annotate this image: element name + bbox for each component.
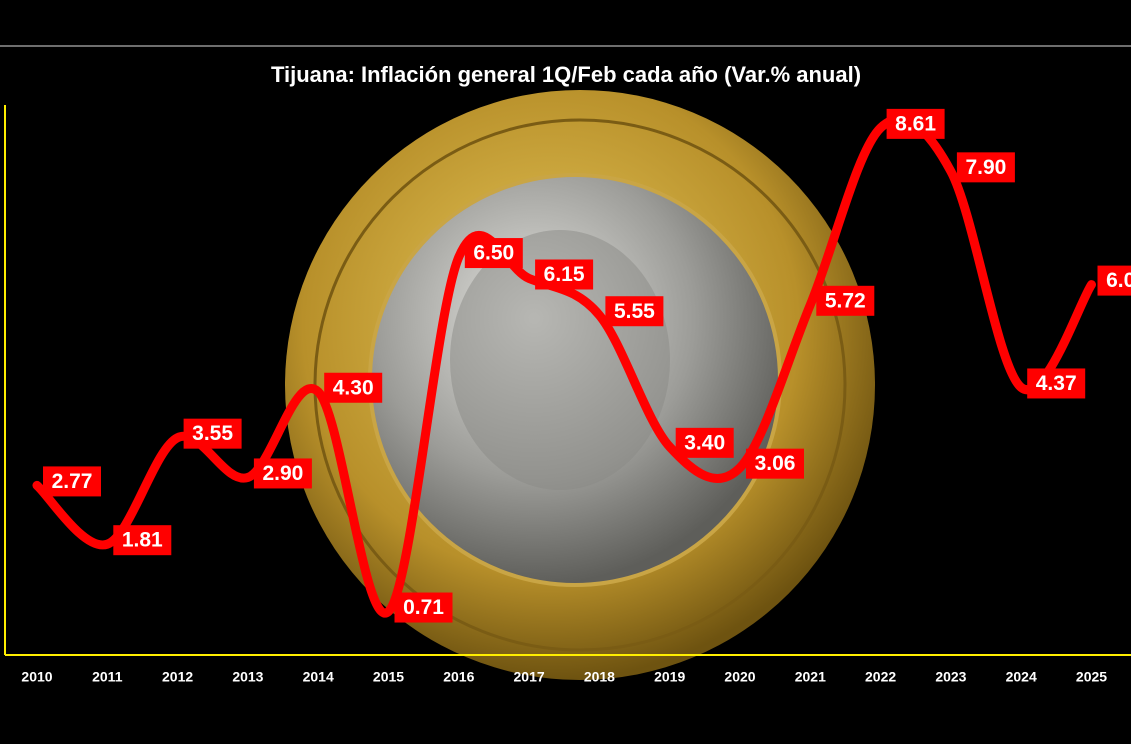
data-label: 5.72: [816, 285, 875, 316]
data-label-box: [816, 285, 875, 316]
x-tick-label: 2013: [232, 669, 263, 685]
data-label-text: 5.55: [614, 300, 655, 323]
x-tick-label: 2024: [1006, 669, 1037, 685]
data-label-box: [113, 525, 172, 556]
data-label-box: [324, 372, 383, 403]
data-label-text: 4.30: [333, 376, 374, 399]
data-label-box: [746, 448, 804, 479]
data-label-box: [605, 296, 664, 327]
coin-illustration: [285, 90, 875, 680]
data-label: 5.55: [605, 296, 664, 327]
data-label-box: [886, 108, 945, 139]
data-label-text: 4.37: [1036, 372, 1077, 395]
data-label: 0.71: [394, 592, 453, 623]
x-tick-label: 2012: [162, 669, 193, 685]
data-label-text: 3.06: [755, 452, 796, 475]
x-tick-label: 2010: [21, 669, 52, 685]
x-tick-label: 2020: [724, 669, 755, 685]
data-label-text: 0.71: [403, 596, 444, 619]
data-label-text: 2.77: [52, 470, 93, 493]
data-label-box: [394, 592, 453, 623]
x-tick-label: 2019: [654, 669, 685, 685]
data-label-text: 2.90: [262, 462, 303, 485]
data-label-text: 8.61: [895, 112, 936, 135]
x-tick-label: 2014: [303, 669, 334, 685]
x-tick-label: 2021: [795, 669, 826, 685]
data-label: 7.90: [956, 152, 1015, 183]
data-label: 2.90: [253, 458, 312, 489]
data-label-text: 3.55: [192, 422, 233, 445]
data-label-text: 6.50: [473, 242, 514, 265]
x-tick-label: 2017: [514, 669, 545, 685]
x-tick-label: 2023: [935, 669, 966, 685]
data-label: 6.05: [1097, 265, 1131, 296]
data-label: 6.15: [535, 259, 594, 290]
data-label: 4.37: [1027, 368, 1086, 399]
x-tick-label: 2025: [1076, 669, 1107, 685]
x-tick-label: 2022: [865, 669, 896, 685]
x-tick-label: 2016: [443, 669, 474, 685]
data-label-text: 7.90: [965, 156, 1006, 179]
data-label: 3.55: [183, 418, 242, 449]
data-label-box: [183, 418, 242, 449]
data-label-box: [1027, 368, 1086, 399]
data-label-box: [464, 238, 523, 269]
data-label-box: [43, 466, 101, 497]
x-tick-label: 2011: [92, 669, 123, 685]
x-tick-label: 2018: [584, 669, 615, 685]
data-label-text: 5.72: [825, 289, 866, 312]
data-label-box: [253, 458, 312, 489]
data-label-text: 1.81: [122, 529, 163, 552]
data-label-box: [675, 427, 734, 458]
chart-title: Tijuana: Inflación general 1Q/Feb cada a…: [271, 62, 861, 87]
data-label: 8.61: [886, 108, 945, 139]
data-label-box: [956, 152, 1015, 183]
data-label-box: [535, 259, 594, 290]
data-label-text: 6.15: [544, 263, 585, 286]
data-label-text: 3.40: [684, 431, 725, 454]
data-label: 3.06: [746, 448, 804, 479]
data-label: 6.50: [464, 238, 523, 269]
data-label: 1.81: [113, 525, 172, 556]
data-label: 2.77: [43, 466, 101, 497]
data-label-box: [1097, 265, 1131, 296]
x-tick-label: 2015: [373, 669, 404, 685]
data-label: 3.40: [675, 427, 734, 458]
data-label-text: 6.05: [1106, 269, 1131, 292]
data-label: 4.30: [324, 372, 383, 403]
